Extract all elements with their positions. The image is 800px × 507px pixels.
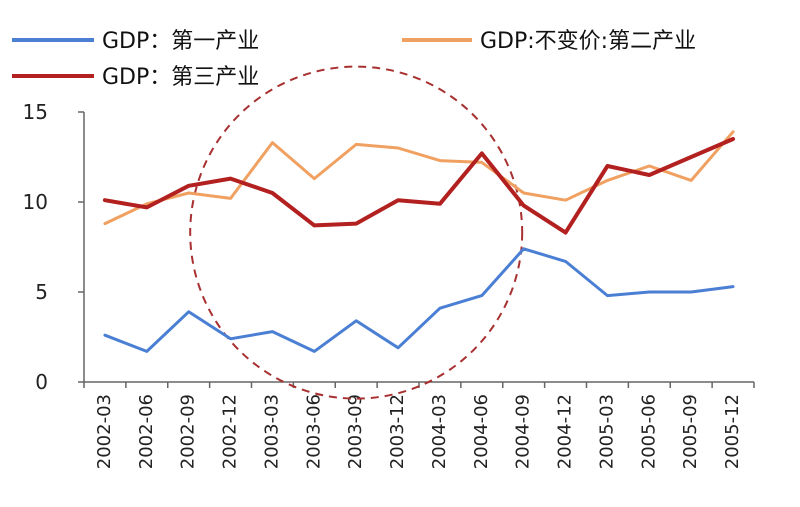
y-tick-label: 0 [35, 370, 48, 394]
x-tick-label: 2002-09 [178, 394, 199, 469]
x-tick-label: 2004-06 [471, 394, 492, 469]
y-tick-label: 5 [35, 280, 48, 304]
legend-label-secondary: GDP:不变价:第二产业 [480, 29, 696, 54]
x-tick-label: 2004-03 [429, 394, 450, 469]
tertiary-industry-line [102, 137, 736, 235]
x-tick-label: 2003-06 [303, 394, 324, 469]
x-tick-label: 2004-12 [555, 394, 576, 469]
x-tick-label: 2003-09 [345, 394, 366, 469]
y-tick-label: 10 [23, 190, 48, 214]
x-tick-label: 2003-12 [387, 394, 408, 469]
x-tick-label: 2004-09 [513, 394, 534, 469]
x-tick-label: 2005-06 [638, 394, 659, 469]
x-tick-label: 2005-03 [596, 394, 617, 469]
x-ticks: 2002-03 2002-06 2002-09 2002-12 2003-03 2003-… [83, 382, 755, 469]
legend-label-primary: GDP：第一产业 [102, 29, 259, 54]
legend-label-tertiary: GDP：第三产业 [102, 65, 259, 90]
y-ticks: 0 5 10 15 [23, 100, 84, 394]
legend-item-secondary: GDP:不变价:第二产业 [402, 29, 696, 54]
dashed-circle-annotation [189, 65, 524, 400]
secondary-industry-line [103, 130, 735, 226]
x-tick-label: 2002-12 [220, 394, 241, 469]
annotation [189, 65, 524, 400]
x-tick-label: 2005-09 [680, 394, 701, 469]
y-tick-label: 15 [23, 100, 48, 124]
legend-item-primary: GDP：第一产业 [12, 29, 259, 54]
legend-item-tertiary: GDP：第三产业 [12, 65, 259, 90]
x-tick-label: 2005-12 [722, 394, 743, 469]
x-tick-label: 2002-06 [136, 394, 157, 469]
x-tick-label: 2002-03 [94, 394, 115, 469]
series-lines [102, 130, 736, 353]
primary-industry-line [103, 247, 735, 353]
legend: GDP：第一产业 GDP:不变价:第二产业 GDP：第三产业 [12, 29, 696, 90]
x-tick-label: 2003-03 [261, 394, 282, 469]
